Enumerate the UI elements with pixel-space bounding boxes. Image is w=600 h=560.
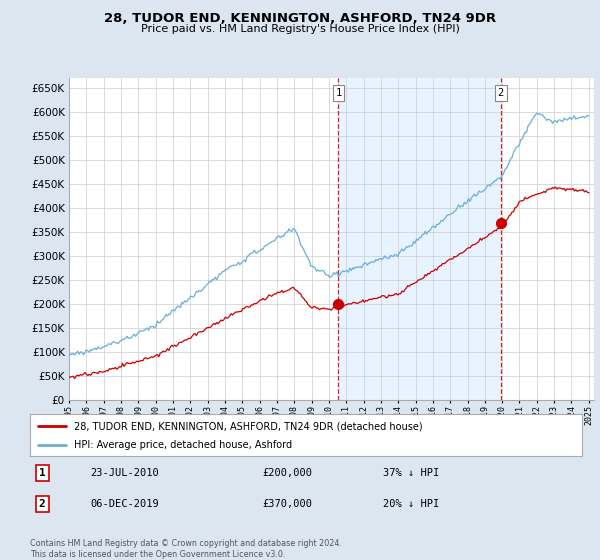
- Text: HPI: Average price, detached house, Ashford: HPI: Average price, detached house, Ashf…: [74, 441, 292, 450]
- Text: 20% ↓ HPI: 20% ↓ HPI: [383, 499, 440, 509]
- Text: 2: 2: [39, 499, 46, 509]
- Text: 1: 1: [39, 468, 46, 478]
- Text: 2: 2: [497, 88, 504, 98]
- Text: £200,000: £200,000: [262, 468, 312, 478]
- Text: 1: 1: [335, 88, 341, 98]
- Text: 06-DEC-2019: 06-DEC-2019: [91, 499, 160, 509]
- Text: Contains HM Land Registry data © Crown copyright and database right 2024.
This d: Contains HM Land Registry data © Crown c…: [30, 539, 342, 559]
- Text: 28, TUDOR END, KENNINGTON, ASHFORD, TN24 9DR: 28, TUDOR END, KENNINGTON, ASHFORD, TN24…: [104, 12, 496, 25]
- Text: 23-JUL-2010: 23-JUL-2010: [91, 468, 160, 478]
- Text: 28, TUDOR END, KENNINGTON, ASHFORD, TN24 9DR (detached house): 28, TUDOR END, KENNINGTON, ASHFORD, TN24…: [74, 421, 423, 431]
- Text: Price paid vs. HM Land Registry's House Price Index (HPI): Price paid vs. HM Land Registry's House …: [140, 24, 460, 34]
- Bar: [338, 78, 501, 400]
- Text: 37% ↓ HPI: 37% ↓ HPI: [383, 468, 440, 478]
- Text: £370,000: £370,000: [262, 499, 312, 509]
